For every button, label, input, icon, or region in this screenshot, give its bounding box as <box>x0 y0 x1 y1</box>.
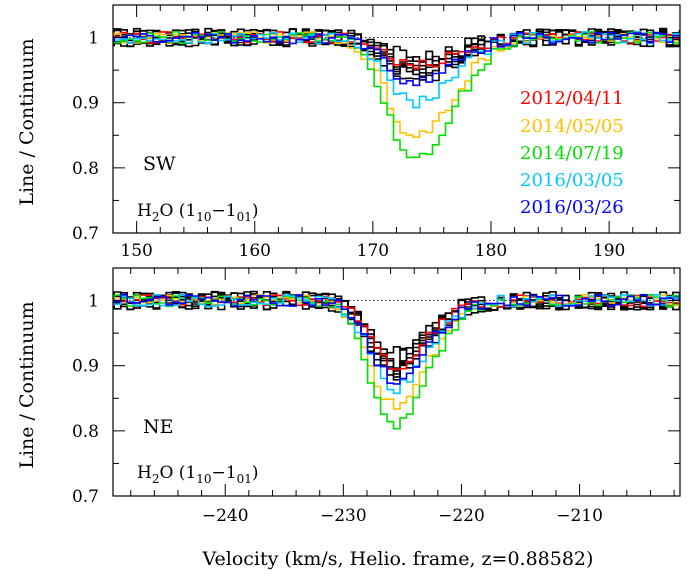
transition-close: ) <box>252 463 259 483</box>
plot-area <box>113 27 680 159</box>
plot-area <box>113 290 680 430</box>
epoch-profile-black <box>113 291 680 357</box>
transition-sub-b: 01 <box>237 472 252 486</box>
legend-entry-4: 2016/03/05 <box>520 170 624 191</box>
transition-close: ) <box>252 201 259 221</box>
transition-sub-b: 01 <box>237 210 252 224</box>
transition-label-sw: H2O (110−101) <box>137 201 259 224</box>
transition-sub-a: 10 <box>196 472 211 486</box>
legend-entry-5: 2016/03/26 <box>520 197 624 218</box>
panel-label-ne: NE <box>143 416 174 438</box>
series-profile-5 <box>113 293 680 385</box>
transition-label-ne: H2O (110−101) <box>137 463 259 486</box>
x-axis-label: Velocity (km/s, Helio. frame, z=0.88582) <box>202 548 594 570</box>
transition-mid: −1 <box>212 201 237 221</box>
series-profile-5 <box>113 31 680 87</box>
x-tick-label: 150 <box>120 241 152 261</box>
y-axis-label-top: Line / Continuum <box>16 38 38 205</box>
panel-ne: −240 −230 −220 −210 0.7 0.8 0.9 1 <box>72 267 681 526</box>
plot-frame <box>112 267 681 497</box>
y-tick-label: 0.7 <box>72 224 99 244</box>
transition-sub-a: 10 <box>196 210 211 224</box>
x-tick-label: 180 <box>475 241 507 261</box>
y-tick-label: 0.9 <box>72 94 99 114</box>
x-tick-label: 170 <box>357 241 389 261</box>
x-tick-label: −210 <box>556 506 603 526</box>
transition-h: H <box>137 463 152 483</box>
x-tick-label: 160 <box>239 241 271 261</box>
y-axis-label-bottom: Line / Continuum <box>16 301 38 468</box>
transition-sub-2: 2 <box>152 472 160 486</box>
x-tick-label: −220 <box>438 506 485 526</box>
x-tick-label: −230 <box>320 506 367 526</box>
y-tick-label: 1 <box>88 29 99 49</box>
series-profile-3 <box>113 293 680 430</box>
transition-o: O (1 <box>159 463 196 483</box>
y-tick-label: 1 <box>88 292 99 312</box>
legend-entry-2: 2014/05/05 <box>520 116 624 137</box>
y-tick-label: 0.8 <box>72 422 99 442</box>
transition-mid: −1 <box>212 463 237 483</box>
x-tick-label: 190 <box>593 241 625 261</box>
x-tick-label: −240 <box>202 506 249 526</box>
legend-entry-1: 2012/04/11 <box>520 88 624 109</box>
y-tick-label: 0.7 <box>72 487 99 507</box>
transition-h: H <box>137 201 152 221</box>
panel-label-sw: SW <box>143 153 176 175</box>
panel-sw: 150 160 170 180 190 0.7 0.8 0.9 1 <box>72 4 681 261</box>
legend: 2012/04/11 2014/05/05 2014/07/19 2016/03… <box>520 88 624 218</box>
series-profile-2 <box>113 293 680 410</box>
y-tick-label: 0.9 <box>72 357 99 377</box>
y-tick-label: 0.8 <box>72 159 99 179</box>
transition-o: O (1 <box>159 201 196 221</box>
legend-entry-3: 2014/07/19 <box>520 143 624 164</box>
transition-sub-2: 2 <box>152 210 160 224</box>
